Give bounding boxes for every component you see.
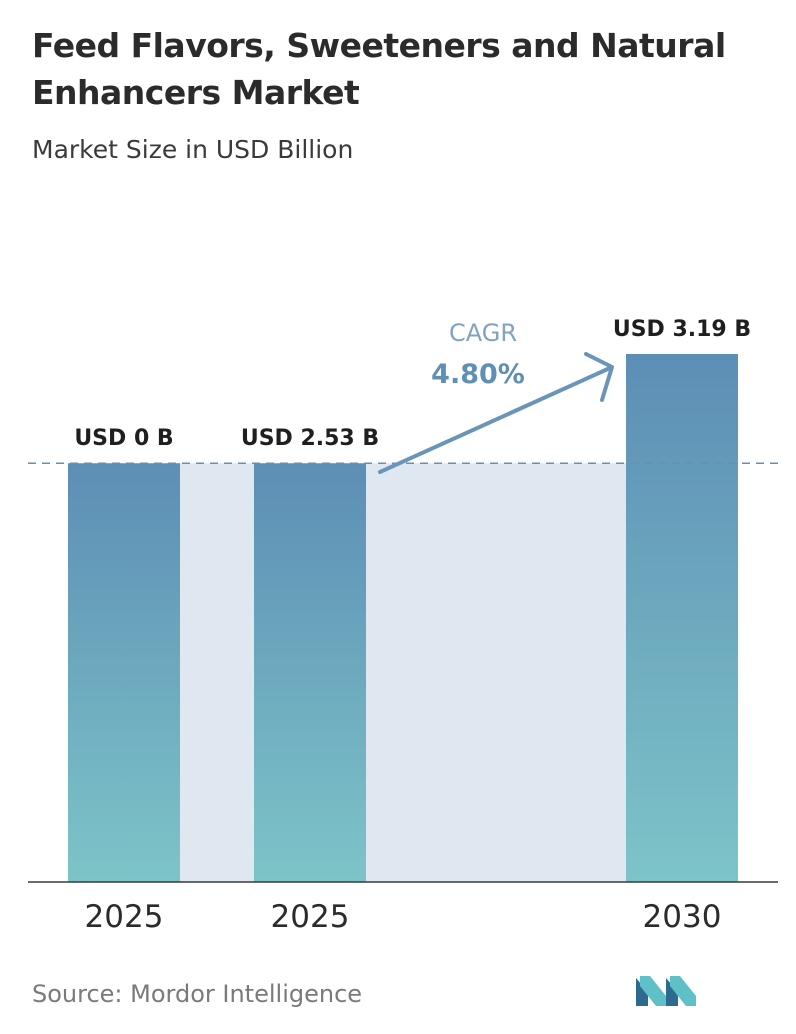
cagr-arrow xyxy=(378,352,614,474)
bar xyxy=(626,354,738,882)
cagr-arrow-head xyxy=(584,352,614,402)
bar-value-label: USD 3.19 B xyxy=(613,317,751,342)
value-labels-group: USD 0 B USD 2.53 B USD 3.19 B xyxy=(74,317,751,451)
cagr-label: CAGR xyxy=(449,319,517,347)
chart-title: Feed Flavors, Sweeteners and Natural Enh… xyxy=(32,26,726,112)
bar-chart: CAGR 4.80% USD 0 B USD 2.53 B USD 3.19 B 2… xyxy=(28,317,778,935)
bar xyxy=(68,463,180,882)
x-tick-label: 2025 xyxy=(85,899,164,935)
source-note: Source: Mordor Intelligence xyxy=(32,980,363,1008)
cagr-arrow-shaft xyxy=(378,366,612,474)
bar xyxy=(254,463,366,882)
background-band xyxy=(180,463,254,882)
cagr-value: 4.80% xyxy=(431,359,525,390)
chart-subtitle: Market Size in USD Billion xyxy=(32,135,354,164)
background-band xyxy=(366,463,626,882)
bars-group xyxy=(68,354,738,882)
x-tick-label: 2030 xyxy=(643,899,722,935)
x-tick-label: 2025 xyxy=(271,899,350,935)
background-bands xyxy=(180,463,626,882)
mordor-intelligence-logo-icon xyxy=(636,976,696,1006)
bar-value-label: USD 2.53 B xyxy=(241,426,379,451)
bar-value-label: USD 0 B xyxy=(74,426,173,451)
x-tick-labels-group: 2025 2025 2030 xyxy=(85,899,722,935)
